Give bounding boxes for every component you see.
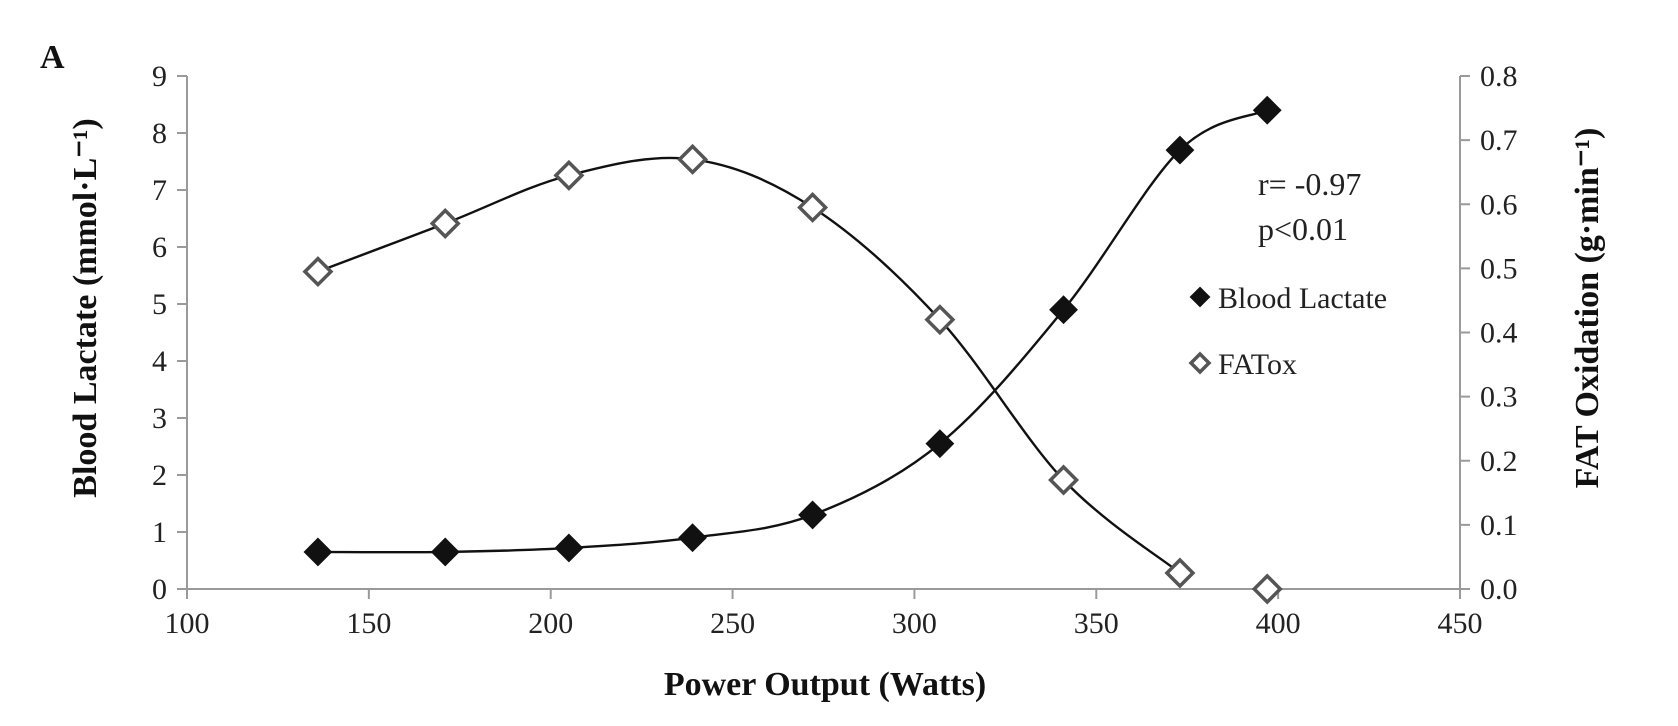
curve-blood-lactate <box>317 109 1268 554</box>
fatox-point <box>429 208 461 239</box>
blood-lactate-point <box>554 533 584 563</box>
y-left-tick-label: 3 <box>152 402 167 435</box>
x-tick-label: 350 <box>1074 607 1119 640</box>
data-markers <box>302 95 1283 605</box>
x-tick-label: 450 <box>1438 607 1483 640</box>
fatox-point <box>1251 573 1283 605</box>
legend-label-blood-lactate: Blood Lactate <box>1218 282 1387 315</box>
legend-filled-diamond-icon <box>1189 286 1211 308</box>
y-right-tick-label: 0.0 <box>1480 573 1518 606</box>
fatox-point <box>1048 464 1080 496</box>
legend: Blood Lactate FATox <box>1188 282 1387 381</box>
fatox-point <box>677 143 709 175</box>
y-right-tick-label: 0.4 <box>1480 317 1518 350</box>
x-tick-label: 400 <box>1256 607 1301 640</box>
blood-lactate-point <box>1049 295 1078 325</box>
axes: 100 150 200 250 300 350 400 450 0 1 2 3 4 5 6 7 8 9 0.0 0.1… <box>152 60 1518 640</box>
y-right-tick-label: 0.6 <box>1480 188 1518 221</box>
legend-label-fatox: FATox <box>1218 348 1297 381</box>
y-left-tick-label: 2 <box>152 459 167 492</box>
y-left-axis-title: Blood Lactate (mmol·L⁻¹) <box>67 118 104 497</box>
fatox-point <box>553 159 585 191</box>
x-tick-label: 300 <box>892 607 937 640</box>
y-left-tick-label: 9 <box>152 60 167 93</box>
fatox-point <box>1164 557 1196 589</box>
annotation-r-value: r= -0.97 <box>1258 166 1361 202</box>
y-left-tick-label: 4 <box>152 345 167 378</box>
fatox-point <box>302 256 334 288</box>
x-tick-label: 100 <box>165 607 210 640</box>
y-right-tick-label: 0.8 <box>1480 60 1518 93</box>
y-right-tick-label: 0.3 <box>1480 381 1518 414</box>
y-left-tick-label: 6 <box>152 231 167 264</box>
fatox-point <box>797 191 829 223</box>
blood-lactate-point <box>430 537 460 567</box>
y-left-tick-label: 7 <box>152 174 167 207</box>
blood-lactate-point <box>925 429 955 459</box>
x-tick-label: 250 <box>710 607 755 640</box>
y-left-tick-label: 5 <box>152 288 167 321</box>
blood-lactate-point <box>678 523 707 553</box>
blood-lactate-point <box>1165 135 1195 165</box>
fatox-point <box>924 304 956 336</box>
y-left-tick-label: 1 <box>152 516 167 549</box>
fit-curves <box>317 109 1268 574</box>
y-right-tick-label: 0.7 <box>1480 124 1518 157</box>
blood-lactate-point <box>303 537 333 567</box>
y-left-tick-label: 8 <box>152 117 167 150</box>
blood-lactate-point <box>798 500 828 530</box>
annotation-p-value: p<0.01 <box>1258 211 1348 247</box>
y-right-tick-label: 0.1 <box>1480 509 1518 542</box>
panel-label: A <box>40 39 65 76</box>
blood-lactate-point <box>1252 95 1282 125</box>
y-right-tick-label: 0.2 <box>1480 445 1518 478</box>
y-left-tick-label: 0 <box>152 573 167 606</box>
x-axis-title: Power Output (Watts) <box>664 666 986 703</box>
curve-fatox <box>317 156 1181 574</box>
x-tick-label: 150 <box>346 607 391 640</box>
x-tick-label: 200 <box>528 607 573 640</box>
y-right-axis-title: FAT Oxidation (g·min⁻¹) <box>1569 128 1606 489</box>
y-right-tick-label: 0.5 <box>1480 252 1518 285</box>
legend-open-diamond-icon <box>1188 351 1212 375</box>
